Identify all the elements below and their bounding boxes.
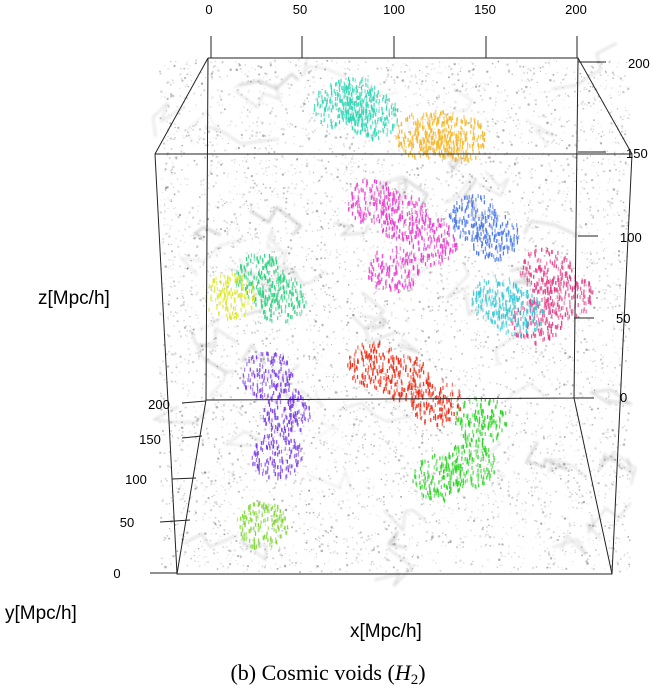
y-axis-ticks: 0 50 100 150 200	[113, 397, 207, 581]
void-cluster	[242, 351, 311, 481]
y-tick-label: 100	[125, 472, 147, 487]
x-tick-label: 50	[293, 2, 307, 17]
particle-cloud	[158, 59, 631, 573]
z-axis-label: z[Mpc/h]	[38, 288, 110, 309]
figure-caption: (b) Cosmic voids (H2)	[230, 660, 425, 688]
z-tick-label: 100	[620, 230, 642, 245]
void-cluster	[471, 274, 545, 338]
void-cluster	[412, 396, 507, 503]
void-cluster	[313, 76, 399, 142]
y-tick-label: 0	[113, 566, 120, 581]
x-tick-label: 200	[565, 2, 587, 17]
x-tick-label: 150	[474, 2, 496, 17]
z-tick-label: 200	[628, 56, 650, 71]
x-tick-label: 100	[383, 2, 405, 17]
z-axis-ticks: 0 50 100 150 200	[572, 56, 650, 405]
y-axis-label: y[Mpc/h]	[5, 603, 77, 624]
void-cluster	[448, 194, 520, 263]
void-cluster	[236, 501, 289, 550]
caption-suffix: )	[418, 660, 425, 685]
y-tick-label: 50	[120, 515, 134, 530]
void-cluster	[347, 341, 461, 427]
y-tick-label: 200	[148, 397, 170, 412]
caption-subscript: 2	[411, 672, 419, 688]
z-tick-label: 150	[626, 146, 648, 161]
x-tick-label: 0	[205, 2, 212, 17]
caption-variable: H	[394, 660, 412, 685]
void-cluster	[347, 179, 458, 293]
void-cluster	[510, 247, 594, 347]
x-axis-ticks: 0 50 100 150 200	[205, 2, 587, 58]
y-tick-label: 150	[139, 432, 161, 447]
void-cluster	[205, 272, 256, 321]
void-clusters	[205, 76, 594, 550]
caption-prefix: (b) Cosmic voids (	[230, 660, 394, 685]
cosmic-web-filaments	[152, 42, 637, 587]
void-cluster	[235, 253, 307, 324]
void-cluster	[395, 110, 486, 165]
z-tick-label: 50	[616, 311, 630, 326]
x-axis-label: x[Mpc/h]	[350, 621, 422, 642]
z-tick-label: 0	[620, 390, 627, 405]
